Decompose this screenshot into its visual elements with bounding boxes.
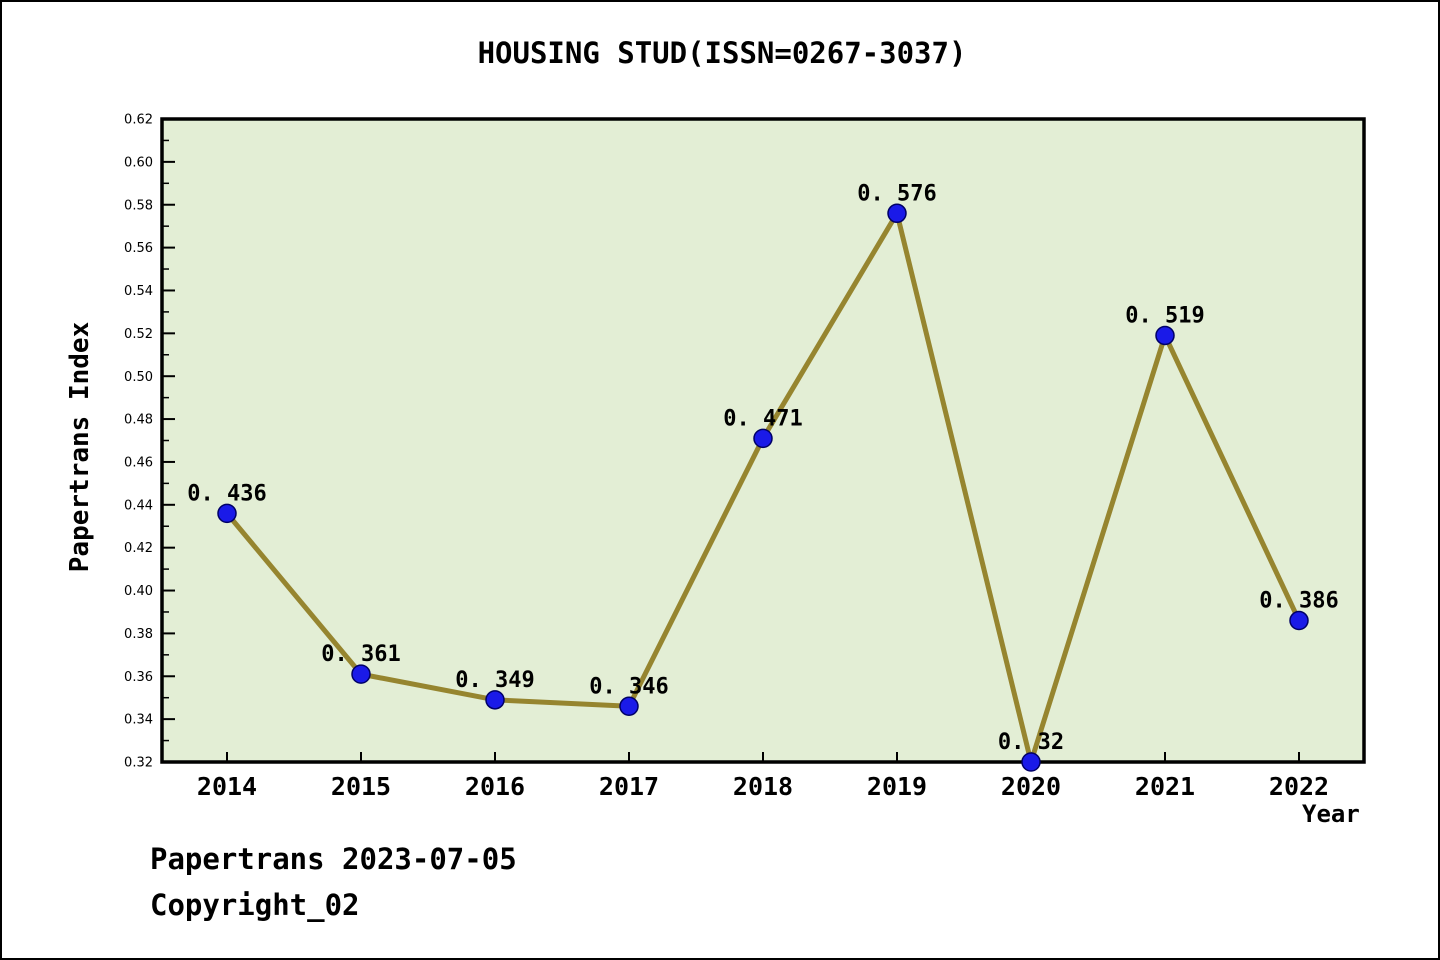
data-point [753, 428, 773, 449]
data-point [1289, 610, 1309, 631]
y-tick-label: 0.36 [124, 670, 153, 685]
x-tick-label: 2016 [465, 772, 525, 801]
x-tick-label: 2015 [331, 772, 391, 801]
data-point-label: 0. 519 [1125, 303, 1204, 328]
data-point-label: 0. 349 [455, 668, 534, 693]
footer-copyright: Copyright_02 [150, 888, 360, 922]
x-tick-label: 2020 [1001, 772, 1061, 801]
y-tick-label: 0.48 [124, 413, 153, 428]
data-point-label: 0. 386 [1259, 589, 1338, 614]
data-point [887, 203, 907, 224]
y-tick-label: 0.46 [124, 455, 153, 470]
data-point-label: 0. 436 [187, 481, 266, 506]
x-tick-label: 2019 [867, 772, 927, 801]
x-axis-label: Year [1302, 800, 1360, 828]
y-tick-label: 0.32 [124, 756, 153, 771]
x-tick-label: 2022 [1269, 772, 1329, 801]
x-tick-label: 2014 [197, 772, 257, 801]
y-tick-label: 0.34 [124, 713, 153, 728]
y-tick-label: 0.54 [124, 284, 153, 299]
data-point [351, 664, 371, 684]
data-point [619, 696, 639, 717]
y-tick-label: 0.40 [124, 584, 153, 599]
page-title: HOUSING STUD(ISSN=0267-3037) [477, 36, 967, 70]
y-tick-label: 0.44 [124, 498, 153, 513]
x-tick-label: 2021 [1135, 772, 1195, 801]
y-tick-label: 0.60 [124, 155, 153, 170]
data-point [485, 690, 505, 710]
data-point-label: 0. 576 [857, 181, 936, 206]
y-tick-label: 0.42 [124, 541, 153, 556]
data-point-label: 0. 471 [723, 406, 802, 431]
y-tick-label: 0.58 [124, 198, 153, 213]
y-tick-label: 0.56 [124, 241, 153, 256]
data-point [217, 503, 237, 524]
y-tick-label: 0.38 [124, 627, 153, 642]
x-tick-label: 2017 [599, 772, 659, 801]
y-tick-label: 0.62 [124, 113, 153, 128]
y-tick-label: 0.50 [124, 370, 153, 385]
data-point-label: 0. 346 [589, 674, 668, 699]
data-point-label: 0. 361 [321, 642, 400, 667]
data-point [1155, 325, 1175, 346]
data-point-label: 0. 32 [998, 730, 1064, 755]
footer-date: Papertrans 2023-07-05 [150, 842, 517, 876]
plot-frame [160, 117, 1366, 764]
y-tick-label: 0.52 [124, 327, 153, 342]
x-tick-label: 2018 [733, 772, 793, 801]
data-point [1021, 752, 1041, 772]
y-axis-label: Papertrans Index [65, 321, 95, 573]
